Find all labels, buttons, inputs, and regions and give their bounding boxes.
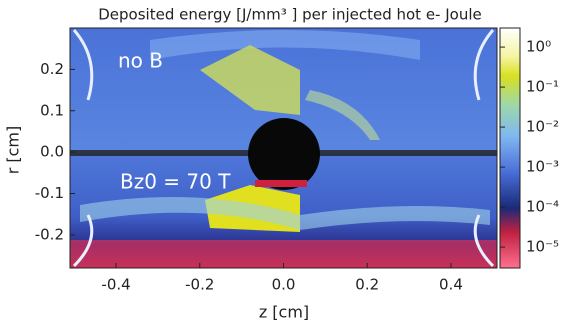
- y-tick-label: -0.1: [35, 184, 64, 202]
- annotation: no B: [118, 49, 163, 73]
- y-tick-label: 0.2: [40, 60, 64, 78]
- y-axis-label: r [cm]: [4, 126, 23, 175]
- chart-title: Deposited energy [J/mm³ ] per injected h…: [98, 6, 482, 24]
- field: [70, 28, 497, 268]
- colorbar-tick-label: 10⁻¹: [526, 78, 559, 96]
- y-tick-label: 0.0: [40, 143, 64, 161]
- colorbar-tick-label: 10⁻³: [526, 158, 559, 176]
- colorbar-tick-label: 10⁻²: [526, 118, 559, 136]
- x-tick-label: 0.2: [355, 276, 379, 294]
- x-tick-label: 0.4: [439, 276, 463, 294]
- x-tick-label: -0.2: [185, 276, 214, 294]
- y-tick-label: 0.1: [40, 101, 64, 119]
- colorbar-tick-label: 10⁻⁴: [526, 198, 559, 216]
- colorbar-tick-label: 10⁰: [526, 38, 551, 56]
- y-tick-label: -0.2: [35, 225, 64, 243]
- x-axis-label: z [cm]: [259, 303, 309, 322]
- colorbar-tick-label: 10⁻⁵: [526, 238, 559, 256]
- annotation: Bz0 = 70 T: [120, 170, 231, 194]
- colorbar: [499, 27, 521, 269]
- x-tick-label: 0.0: [272, 276, 296, 294]
- x-tick-label: -0.4: [101, 276, 130, 294]
